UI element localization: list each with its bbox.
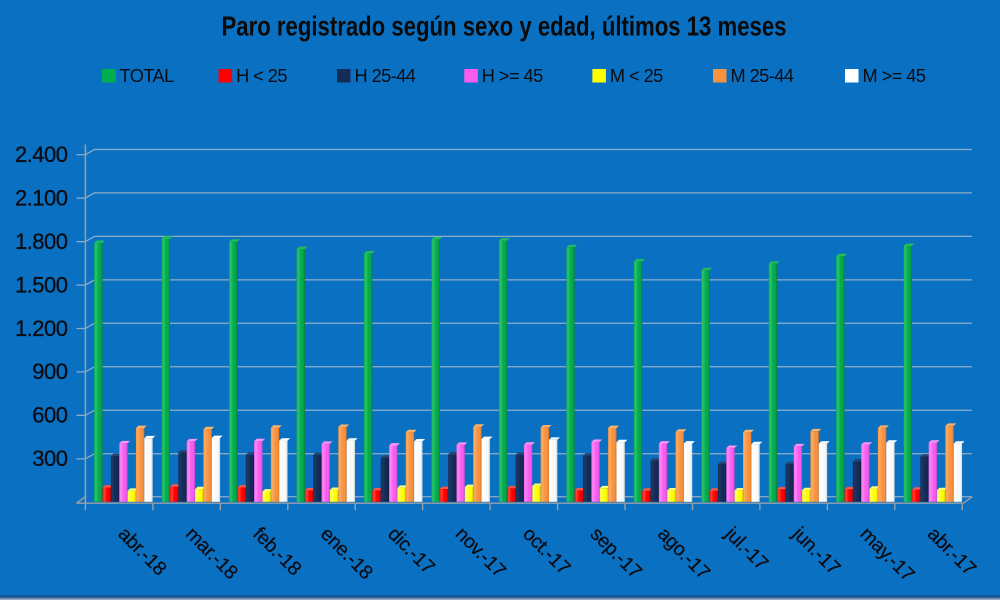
svg-text:1.500: 1.500 <box>15 272 68 297</box>
svg-text:M 25-44: M 25-44 <box>731 66 794 86</box>
svg-text:300: 300 <box>32 446 67 471</box>
svg-text:1.200: 1.200 <box>15 316 68 341</box>
svg-text:M < 25: M < 25 <box>610 66 663 86</box>
svg-text:2.400: 2.400 <box>15 142 68 167</box>
svg-text:TOTAL: TOTAL <box>120 66 175 86</box>
svg-text:600: 600 <box>32 403 67 428</box>
svg-text:1.800: 1.800 <box>15 229 68 254</box>
svg-text:Paro registrado según sexo y e: Paro registrado según sexo y edad, últim… <box>222 11 787 42</box>
svg-text:H < 25: H < 25 <box>236 66 287 86</box>
svg-text:M >= 45: M >= 45 <box>863 66 926 86</box>
svg-text:H >= 45: H >= 45 <box>482 66 543 86</box>
svg-text:H 25-44: H 25-44 <box>355 66 416 86</box>
svg-text:2.100: 2.100 <box>15 185 68 210</box>
svg-text:900: 900 <box>32 359 67 384</box>
